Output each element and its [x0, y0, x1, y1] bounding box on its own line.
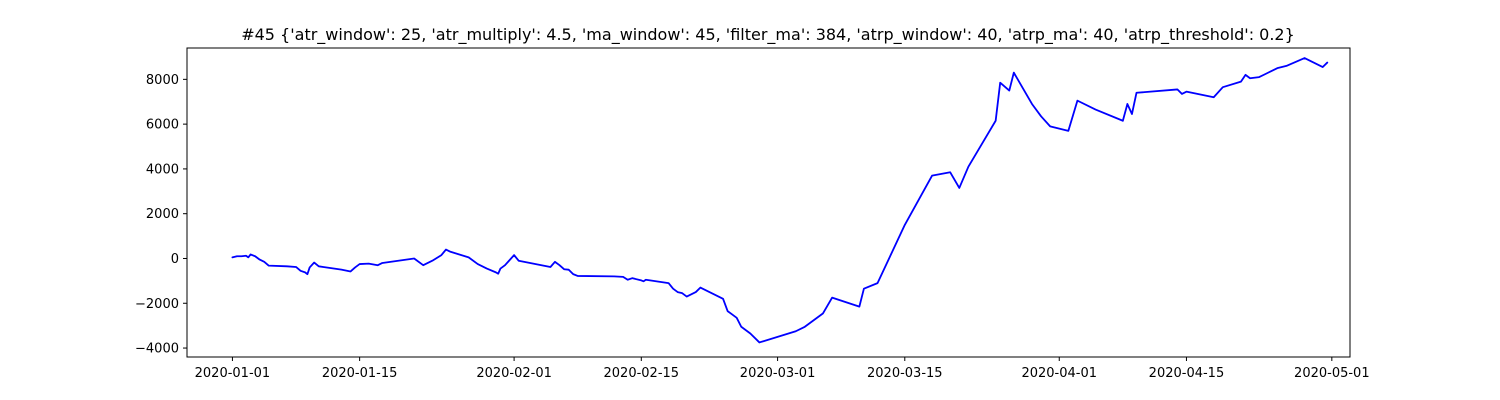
y-tick-label-4: 4000	[146, 162, 179, 177]
series-line-0	[231, 57, 1329, 344]
y-tick-label-5: 6000	[146, 118, 179, 133]
x-tick-label-0: 2020-01-01	[195, 366, 271, 381]
y-tick-label-0: −4000	[135, 342, 179, 357]
x-tick-label-7: 2020-04-15	[1149, 366, 1225, 381]
x-tick-label-6: 2020-04-01	[1021, 366, 1097, 381]
x-tick-label-3: 2020-02-15	[604, 366, 680, 381]
plot-area: 2020-01-01 2020-01-15 2020-02-01 2020-02-15…	[135, 47, 1370, 381]
y-tick-label-3: 2000	[146, 207, 179, 222]
plot-frame	[186, 47, 1351, 358]
x-tick-label-2: 2020-02-01	[476, 366, 552, 381]
chart-title: #45 {'atr_window': 25, 'atr_multiply': 4…	[241, 25, 1295, 45]
x-tick-label-1: 2020-01-15	[322, 366, 398, 381]
x-tick-label-4: 2020-03-01	[740, 366, 816, 381]
x-tick-label-5: 2020-03-15	[867, 366, 943, 381]
y-tick-label-6: 8000	[146, 73, 179, 88]
y-tick-label-2: 0	[171, 252, 179, 267]
y-tick-label-1: −2000	[135, 297, 179, 312]
x-tick-label-8: 2020-05-01	[1294, 366, 1370, 381]
